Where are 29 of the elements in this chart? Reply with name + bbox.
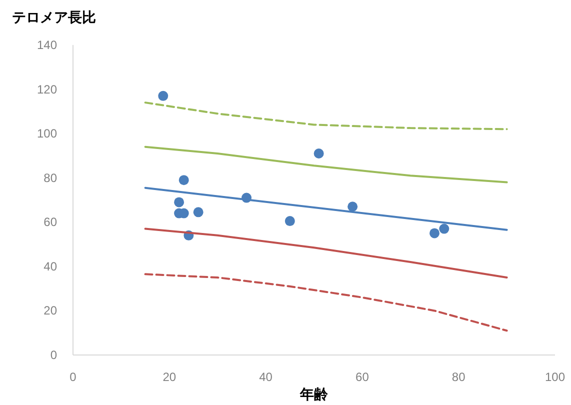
point — [348, 202, 358, 212]
point — [193, 207, 204, 218]
x-tick-label: 20 — [162, 370, 176, 384]
x-axis-title: 年齢 — [299, 386, 329, 402]
line-series — [144, 146, 508, 184]
y-tick-label: 120 — [36, 82, 58, 96]
y-tick-label: 20 — [44, 304, 58, 318]
line-series — [144, 102, 508, 130]
x-tick-label: 80 — [452, 370, 466, 384]
y-tick-label: 140 — [36, 38, 58, 52]
y-tick-label: 80 — [44, 170, 58, 185]
y-tick-label: 0 — [50, 348, 58, 362]
x-tick-label: 100 — [544, 370, 566, 384]
y-tick-label: 40 — [44, 259, 58, 274]
y-tick-label: 100 — [36, 126, 58, 141]
line-series — [144, 273, 508, 332]
point — [174, 197, 184, 208]
point — [158, 90, 168, 101]
point — [430, 228, 440, 238]
x-tick-label: 0 — [70, 370, 77, 384]
point — [178, 175, 189, 186]
point — [439, 224, 450, 234]
x-tick-label: 40 — [259, 370, 273, 384]
point — [284, 216, 295, 226]
y-axis-title: テロメア長比 — [12, 9, 96, 25]
y-tick-label: 60 — [44, 215, 58, 230]
line-series — [144, 228, 508, 278]
point — [314, 148, 324, 158]
x-tick-label: 60 — [356, 370, 370, 384]
